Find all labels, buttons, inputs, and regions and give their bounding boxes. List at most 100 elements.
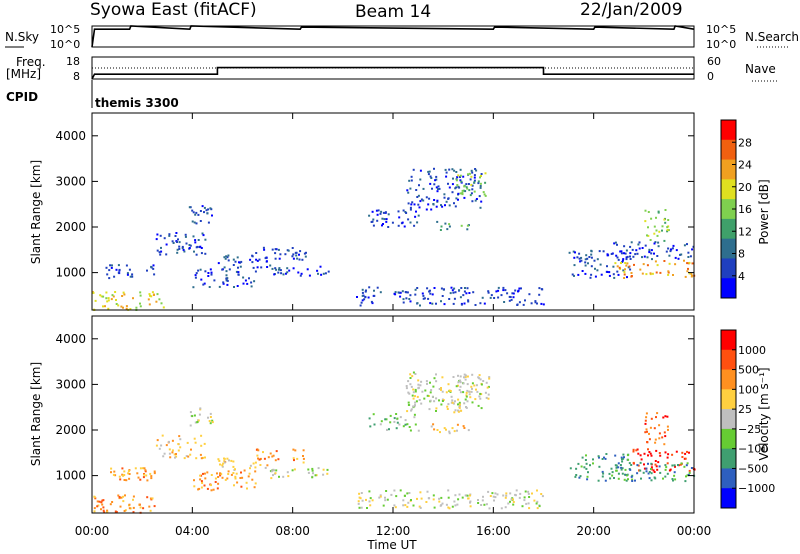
range-cell	[149, 472, 152, 475]
colorbar-segment	[721, 409, 736, 430]
range-cell	[138, 503, 141, 506]
range-cell	[366, 507, 368, 509]
range-cell	[370, 221, 373, 223]
range-cell	[459, 391, 462, 394]
range-cell	[577, 462, 580, 465]
range-cell	[655, 416, 657, 419]
range-cell	[410, 175, 413, 178]
range-cell	[512, 292, 515, 295]
x-tick-label: 00:00	[75, 524, 110, 538]
colorbar-segment	[721, 278, 736, 299]
range-cell	[188, 206, 191, 209]
range-cell	[658, 437, 661, 440]
range-cell	[308, 274, 311, 277]
range-cell	[160, 444, 163, 447]
range-cell	[195, 246, 198, 249]
range-cell	[279, 269, 282, 272]
range-cell	[359, 304, 362, 307]
range-cell	[471, 200, 474, 203]
range-cell	[399, 291, 402, 294]
range-cell	[435, 205, 438, 208]
range-cell	[447, 197, 450, 200]
range-cell	[255, 252, 258, 254]
range-cell	[291, 469, 294, 472]
range-cell	[510, 498, 513, 501]
range-cell	[473, 384, 476, 387]
range-cell	[174, 235, 177, 237]
range-cell	[417, 429, 420, 432]
range-cell	[393, 420, 396, 423]
range-cell	[650, 462, 653, 465]
range-cell	[522, 303, 525, 306]
range-cell	[160, 302, 163, 305]
range-cell	[395, 495, 398, 498]
range-cell	[590, 256, 593, 259]
range-cell	[485, 503, 488, 506]
range-cell	[425, 208, 428, 211]
range-cell	[419, 200, 422, 203]
range-cell	[657, 461, 660, 464]
range-cell	[489, 296, 492, 299]
range-cell	[412, 388, 415, 391]
range-cell	[455, 197, 458, 200]
range-cell	[401, 221, 404, 224]
range-cell	[479, 378, 482, 381]
range-cell	[102, 295, 105, 298]
range-cell	[132, 498, 134, 501]
range-cell	[316, 269, 319, 272]
range-cell	[455, 178, 458, 181]
colorbar-segment	[721, 468, 736, 489]
range-cell	[631, 480, 634, 482]
range-cell	[451, 399, 454, 402]
colorbar-tick-label: −25	[738, 423, 761, 436]
range-cell	[271, 267, 274, 270]
range-cell	[635, 249, 638, 252]
range-cell	[193, 479, 195, 482]
range-cell	[192, 286, 195, 289]
range-cell	[156, 233, 159, 236]
range-cell	[249, 464, 252, 467]
velocity-scatter-cells	[93, 371, 696, 514]
range-cell	[466, 187, 469, 190]
range-cell	[580, 465, 583, 468]
range-cell	[118, 497, 121, 500]
range-cell	[517, 289, 520, 292]
range-cell	[474, 304, 477, 306]
range-cell	[298, 258, 301, 261]
range-cell	[206, 487, 209, 490]
range-cell	[200, 480, 203, 483]
range-cell	[267, 456, 270, 459]
range-cell	[221, 476, 224, 479]
range-cell	[235, 472, 238, 475]
range-cell	[620, 250, 623, 253]
range-cell	[443, 427, 446, 430]
range-cell	[614, 241, 617, 244]
range-cell	[581, 270, 584, 272]
range-cell	[384, 418, 387, 421]
range-cell	[488, 376, 491, 379]
range-cell	[178, 247, 181, 250]
range-cell	[106, 273, 109, 276]
range-cell	[599, 263, 602, 266]
range-cell	[683, 259, 685, 262]
range-cell	[494, 496, 497, 499]
range-cell	[246, 282, 249, 285]
range-cell	[234, 468, 236, 471]
range-cell	[581, 456, 584, 459]
range-cell	[372, 224, 375, 227]
range-cell	[382, 223, 384, 225]
range-cell	[279, 253, 282, 256]
range-cell	[176, 251, 179, 254]
range-cell	[429, 292, 432, 295]
range-cell	[585, 462, 588, 465]
cpid-panel: CPID themis 3300	[6, 80, 179, 110]
range-cell	[459, 296, 462, 299]
range-cell	[360, 492, 363, 494]
range-cell	[417, 194, 420, 197]
range-cell	[648, 471, 651, 473]
range-cell	[480, 383, 483, 386]
range-cell	[171, 439, 174, 442]
range-cell	[304, 255, 307, 258]
range-cell	[407, 218, 410, 221]
range-cell	[630, 272, 633, 274]
